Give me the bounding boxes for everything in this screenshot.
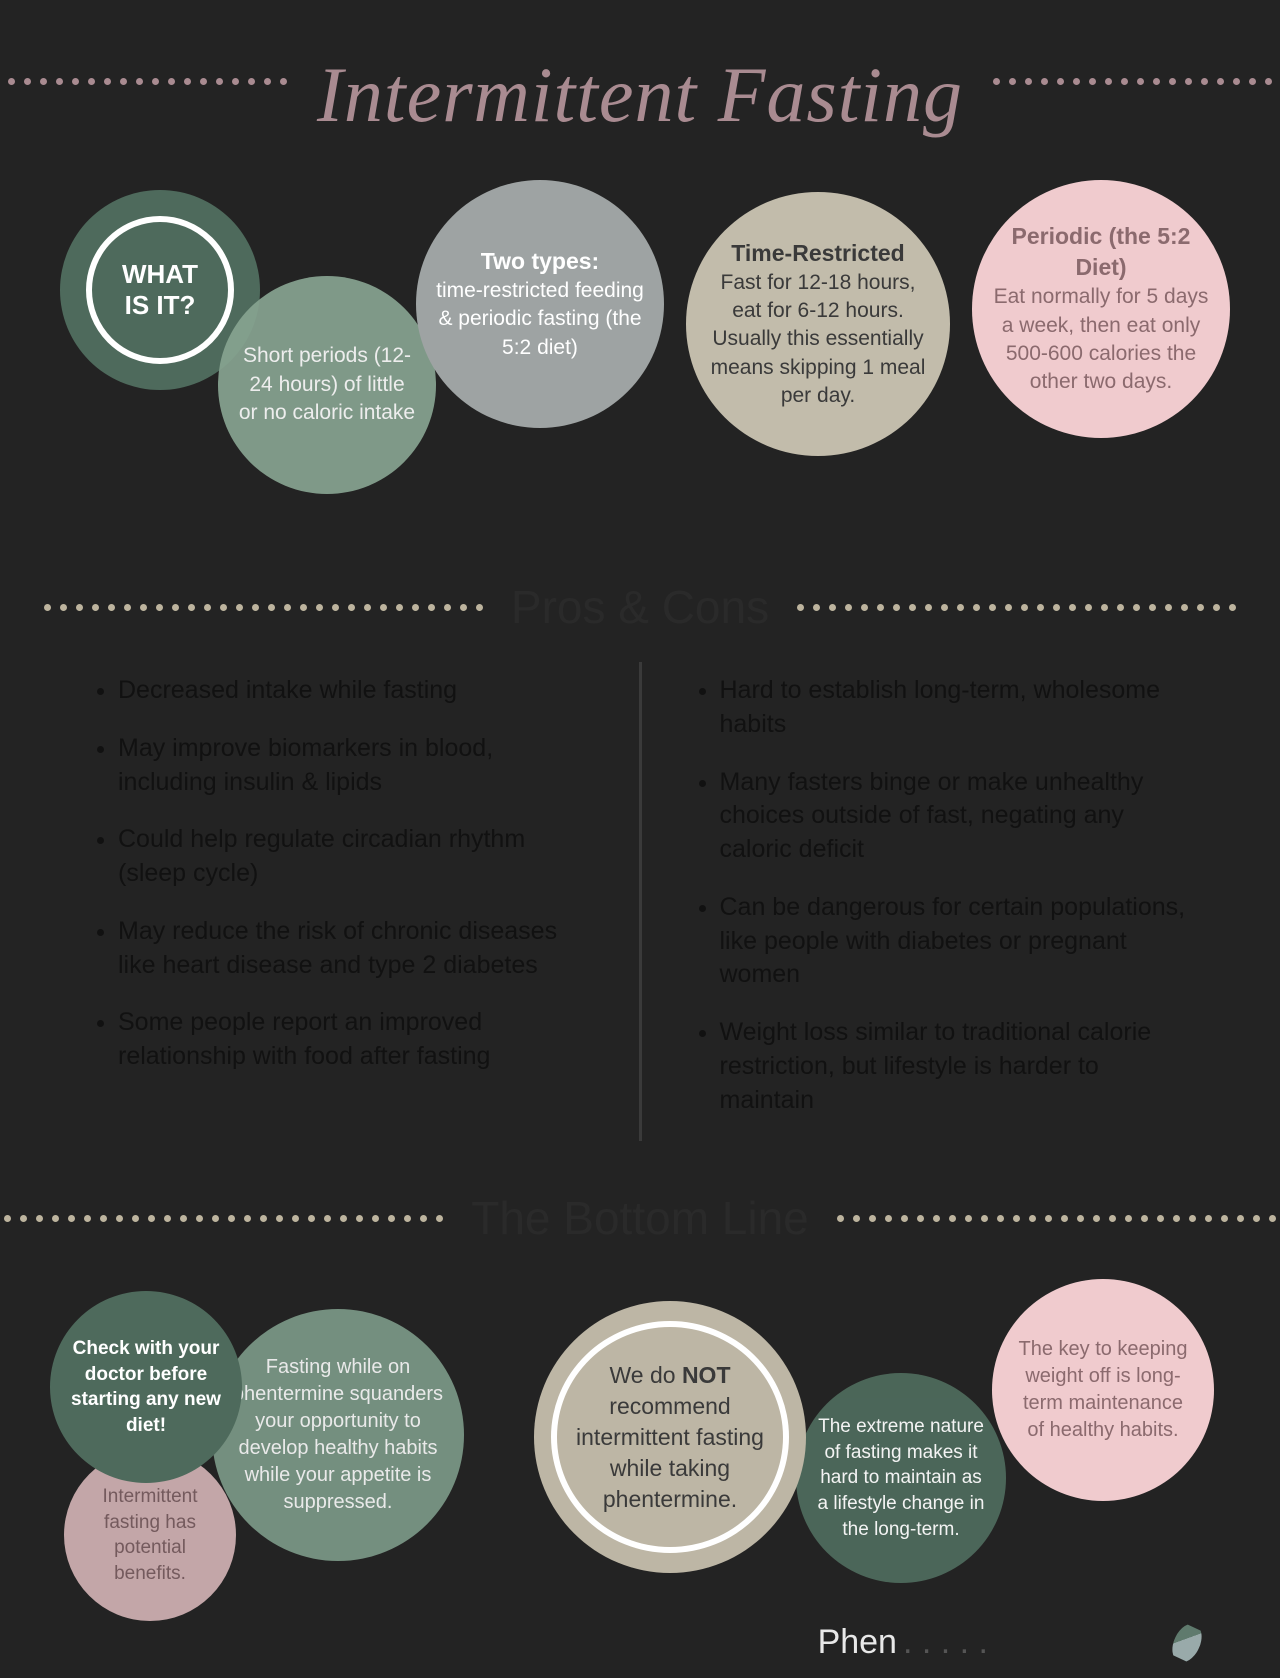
pros-cons-header: Pros & Cons (0, 580, 1280, 634)
pros-list: Decreased intake while fasting May improv… (90, 674, 589, 1074)
title-dots-right (993, 78, 1272, 85)
brand-text: Phen (818, 1623, 897, 1662)
dots-right (837, 1215, 1276, 1222)
section-title-pros-cons: Pros & Cons (511, 580, 769, 634)
dots-left (44, 604, 483, 611)
list-item: Can be dangerous for certain populations… (720, 891, 1191, 992)
cons-list: Hard to establish long-term, wholesome h… (692, 674, 1191, 1117)
list-item: May improve biomarkers in blood, includi… (118, 732, 589, 800)
brand-label: Phen . . . . . (818, 1623, 1200, 1662)
list-item: Some people report an improved relations… (118, 1006, 589, 1074)
section-title-bottom-line: The Bottom Line (471, 1191, 809, 1245)
bottom-line-circles: Fasting while on phentermine squanders y… (0, 1263, 1280, 1623)
list-item: May reduce the risk of chronic diseases … (118, 915, 589, 983)
circle-not-recommend: We do NOT recommend intermittent fasting… (534, 1301, 806, 1573)
what-is-it-circles: WHATIS IT?Short periods (12-24 hours) of… (0, 180, 1280, 540)
dots-left (4, 1215, 443, 1222)
list-item: Hard to establish long-term, wholesome h… (720, 674, 1191, 742)
dots-right (797, 604, 1236, 611)
circle-two-types: Two types:time-restricted feeding & peri… (416, 180, 664, 428)
list-item: Many fasters binge or make unhealthy cho… (720, 766, 1191, 867)
circle-check-doctor: Check with your doctor before starting a… (50, 1291, 242, 1483)
pros-cons-columns: Decreased intake while fasting May improv… (0, 652, 1280, 1151)
list-item: Decreased intake while fasting (118, 674, 589, 708)
circle-key: The key to keeping weight off is long-te… (992, 1279, 1214, 1501)
circle-squanders: Fasting while on phentermine squanders y… (212, 1309, 464, 1561)
list-item: Weight loss similar to traditional calor… (720, 1016, 1191, 1117)
circle-short-periods: Short periods (12-24 hours) of little or… (218, 276, 436, 494)
pros-column: Decreased intake while fasting May improv… (60, 652, 619, 1151)
list-item: Could help regulate circadian rhythm (sl… (118, 823, 589, 891)
column-divider (639, 662, 642, 1141)
title-row: Intermittent Fasting (0, 22, 1280, 140)
cons-column: Hard to establish long-term, wholesome h… (662, 652, 1221, 1151)
page-title: Intermittent Fasting (317, 50, 963, 140)
leaf-icon (1168, 1622, 1206, 1664)
circle-time-restricted: Time-RestrictedFast for 12-18 hours, eat… (686, 192, 950, 456)
title-dots-left (8, 78, 287, 85)
bottom-line-header: The Bottom Line (0, 1191, 1280, 1245)
circle-extreme: The extreme nature of fasting makes it h… (796, 1373, 1006, 1583)
circle-periodic: Periodic (the 5:2 Diet)Eat normally for … (972, 180, 1230, 438)
